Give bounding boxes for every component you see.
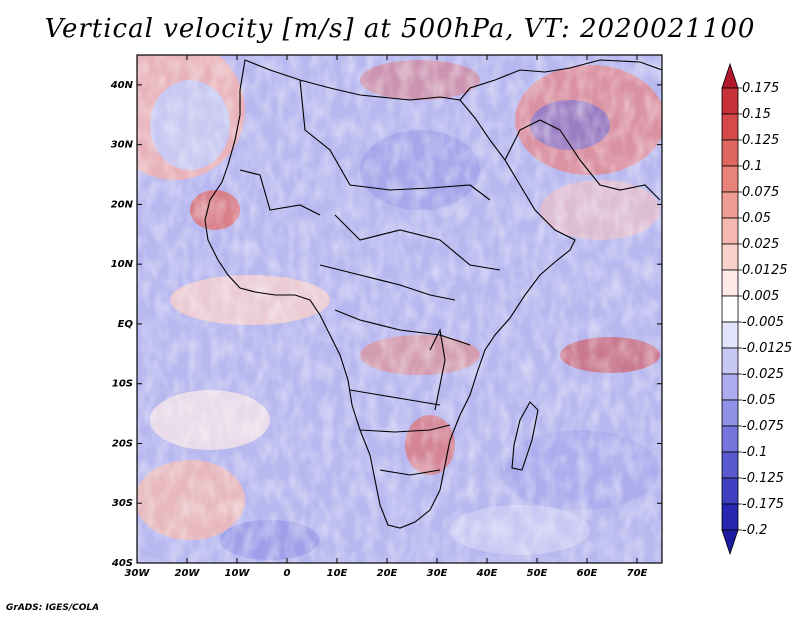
colorbar-label: 0.0125 <box>742 263 788 278</box>
lon-label: 60E <box>577 568 598 579</box>
colorbar-label: 0.125 <box>742 133 779 148</box>
colorbar-box <box>721 451 739 479</box>
colorbar-bottom-triangle <box>721 529 739 556</box>
colorbar-box <box>721 399 739 427</box>
colorbar-label: -0.005 <box>742 315 784 330</box>
colorbar-box <box>721 165 739 193</box>
colorbar-box <box>721 503 739 531</box>
lat-label: 20S <box>112 438 133 449</box>
colorbar-label: -0.025 <box>742 367 784 382</box>
colorbar-box <box>721 321 739 349</box>
colorbar-label: 0.15 <box>742 107 771 122</box>
colorbar-label: -0.2 <box>742 523 767 538</box>
colorbar-box <box>721 425 739 453</box>
lon-label: 30E <box>427 568 448 579</box>
colorbar <box>721 62 739 556</box>
lat-label: 40S <box>111 558 133 569</box>
colorbar-label: 0.075 <box>742 185 779 200</box>
lon-label: 40E <box>476 568 498 579</box>
colorbar-box <box>721 373 739 401</box>
colorbar-label: -0.125 <box>742 471 784 486</box>
colorbar-label: -0.1 <box>742 445 767 460</box>
lon-label: 20E <box>377 568 398 579</box>
lat-label: 10S <box>112 379 133 390</box>
colorbar-label: 0.175 <box>742 81 779 96</box>
lon-label: 10E <box>327 568 348 579</box>
colorbar-box <box>721 139 739 167</box>
colorbar-box <box>721 269 739 297</box>
velocity-field <box>137 55 662 563</box>
colorbar-box <box>721 477 739 505</box>
colorbar-box <box>721 113 739 141</box>
colorbar-label: 0.005 <box>742 289 779 304</box>
lon-label: 10W <box>225 568 251 579</box>
colorbar-label: 0.025 <box>742 237 779 252</box>
lat-label: 30N <box>111 140 134 151</box>
colorbar-label: -0.0125 <box>742 341 792 356</box>
colorbar-box <box>721 217 739 245</box>
lat-label: 20N <box>111 199 134 210</box>
colorbar-box <box>721 87 739 115</box>
coastlines <box>204 59 662 529</box>
lat-label: 10N <box>111 259 134 270</box>
colorbar-label: 0.05 <box>742 211 771 226</box>
lon-label: 20W <box>175 568 201 579</box>
map-title: Vertical velocity [m/s] at 500hPa, VT: 2… <box>44 14 756 44</box>
colorbar-label: -0.075 <box>742 419 784 434</box>
credit-text: GrADS: IGES/COLA <box>6 603 100 613</box>
colorbar-top-triangle <box>721 62 739 89</box>
lat-label: EQ <box>118 319 134 330</box>
colorbar-box <box>721 295 739 323</box>
lon-label: 0 <box>284 568 291 579</box>
colorbar-box <box>721 347 739 375</box>
colorbar-box <box>721 243 739 271</box>
colorbar-box <box>721 191 739 219</box>
colorbar-label: -0.175 <box>742 497 784 512</box>
lat-label: 30S <box>112 498 133 509</box>
colorbar-label: -0.05 <box>742 393 776 408</box>
lat-label: 40N <box>110 80 134 91</box>
plot-frame <box>136 54 663 564</box>
lon-label: 30W <box>125 568 151 579</box>
lon-label: 50E <box>527 568 548 579</box>
colorbar-label: 0.1 <box>742 159 763 174</box>
lon-label: 70E <box>627 568 648 579</box>
